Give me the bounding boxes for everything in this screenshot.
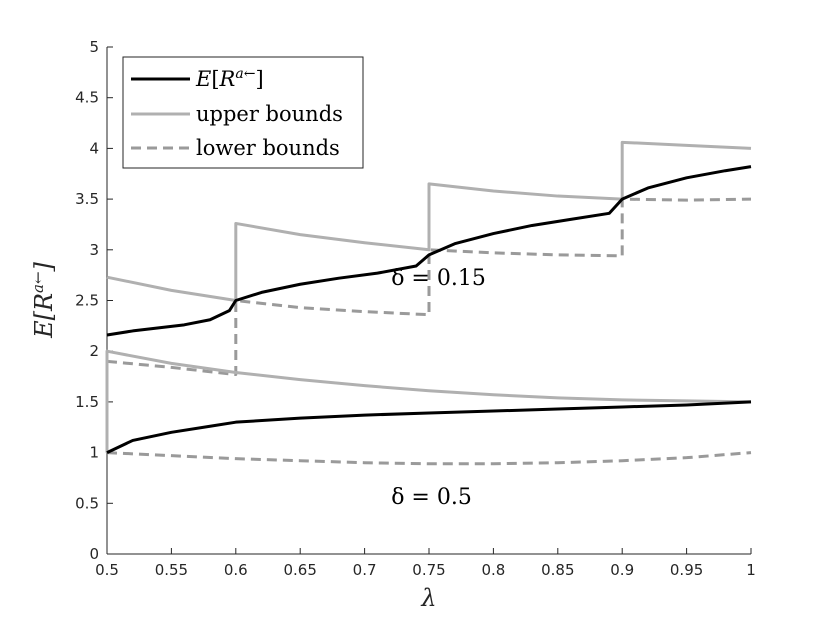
x-tick-label: 1 xyxy=(746,561,756,579)
series-line-upper xyxy=(106,140,752,302)
y-tick-label: 1 xyxy=(89,444,99,462)
x-tick-label: 0.75 xyxy=(412,561,445,579)
y-tick-label: 4.5 xyxy=(75,89,99,107)
x-tick-label: 0.65 xyxy=(283,561,316,579)
y-tick-label: 3.5 xyxy=(75,190,99,208)
y-tick-label: 3 xyxy=(89,241,99,259)
series-line-expected xyxy=(106,400,752,454)
svg-text:E[Ra←]: E[Ra←] xyxy=(29,261,58,338)
series-line-upper xyxy=(105,349,752,453)
y-tick-label: 1.5 xyxy=(75,393,99,411)
y-tick-label: 0 xyxy=(89,545,99,563)
y-axis-title: E[Ra←] xyxy=(29,261,58,338)
y-tick-label: 0.5 xyxy=(75,494,99,512)
x-axis-title: λ xyxy=(420,584,436,612)
x-tick-label: 0.7 xyxy=(353,561,377,579)
series-lines xyxy=(105,140,752,466)
legend: E[Ra←] upper bounds lower bounds xyxy=(122,56,364,169)
y-tick-label: 2 xyxy=(89,342,99,360)
y-tick-label: 2.5 xyxy=(75,292,99,310)
series-line-expected xyxy=(106,165,752,337)
legend-label-upper: upper bounds xyxy=(196,102,343,126)
y-tick-label: 5 xyxy=(89,38,99,56)
y-tick-label: 4 xyxy=(89,139,99,157)
x-tick-label: 0.95 xyxy=(670,561,703,579)
x-tick-label: 0.55 xyxy=(155,561,188,579)
delta-annotation: δ = 0.5 xyxy=(391,485,472,510)
delta-annotation: δ = 0.15 xyxy=(391,266,486,291)
legend-label-expected: E[Ra←] xyxy=(195,66,264,91)
x-tick-label: 0.8 xyxy=(481,561,505,579)
annotations: δ = 0.15 δ = 0.5 xyxy=(391,266,486,510)
x-tick-label: 0.9 xyxy=(610,561,634,579)
legend-label-lower: lower bounds xyxy=(196,136,340,160)
axes: 0.5 0.55 0.6 0.65 0.7 0.75 0.8 0.85 0.9 0.95 100.5… xyxy=(75,38,756,579)
x-tick-label: 0.85 xyxy=(541,561,574,579)
series-line-lower xyxy=(106,451,752,466)
x-tick-label: 0.5 xyxy=(95,561,119,579)
x-tick-label: 0.6 xyxy=(224,561,248,579)
